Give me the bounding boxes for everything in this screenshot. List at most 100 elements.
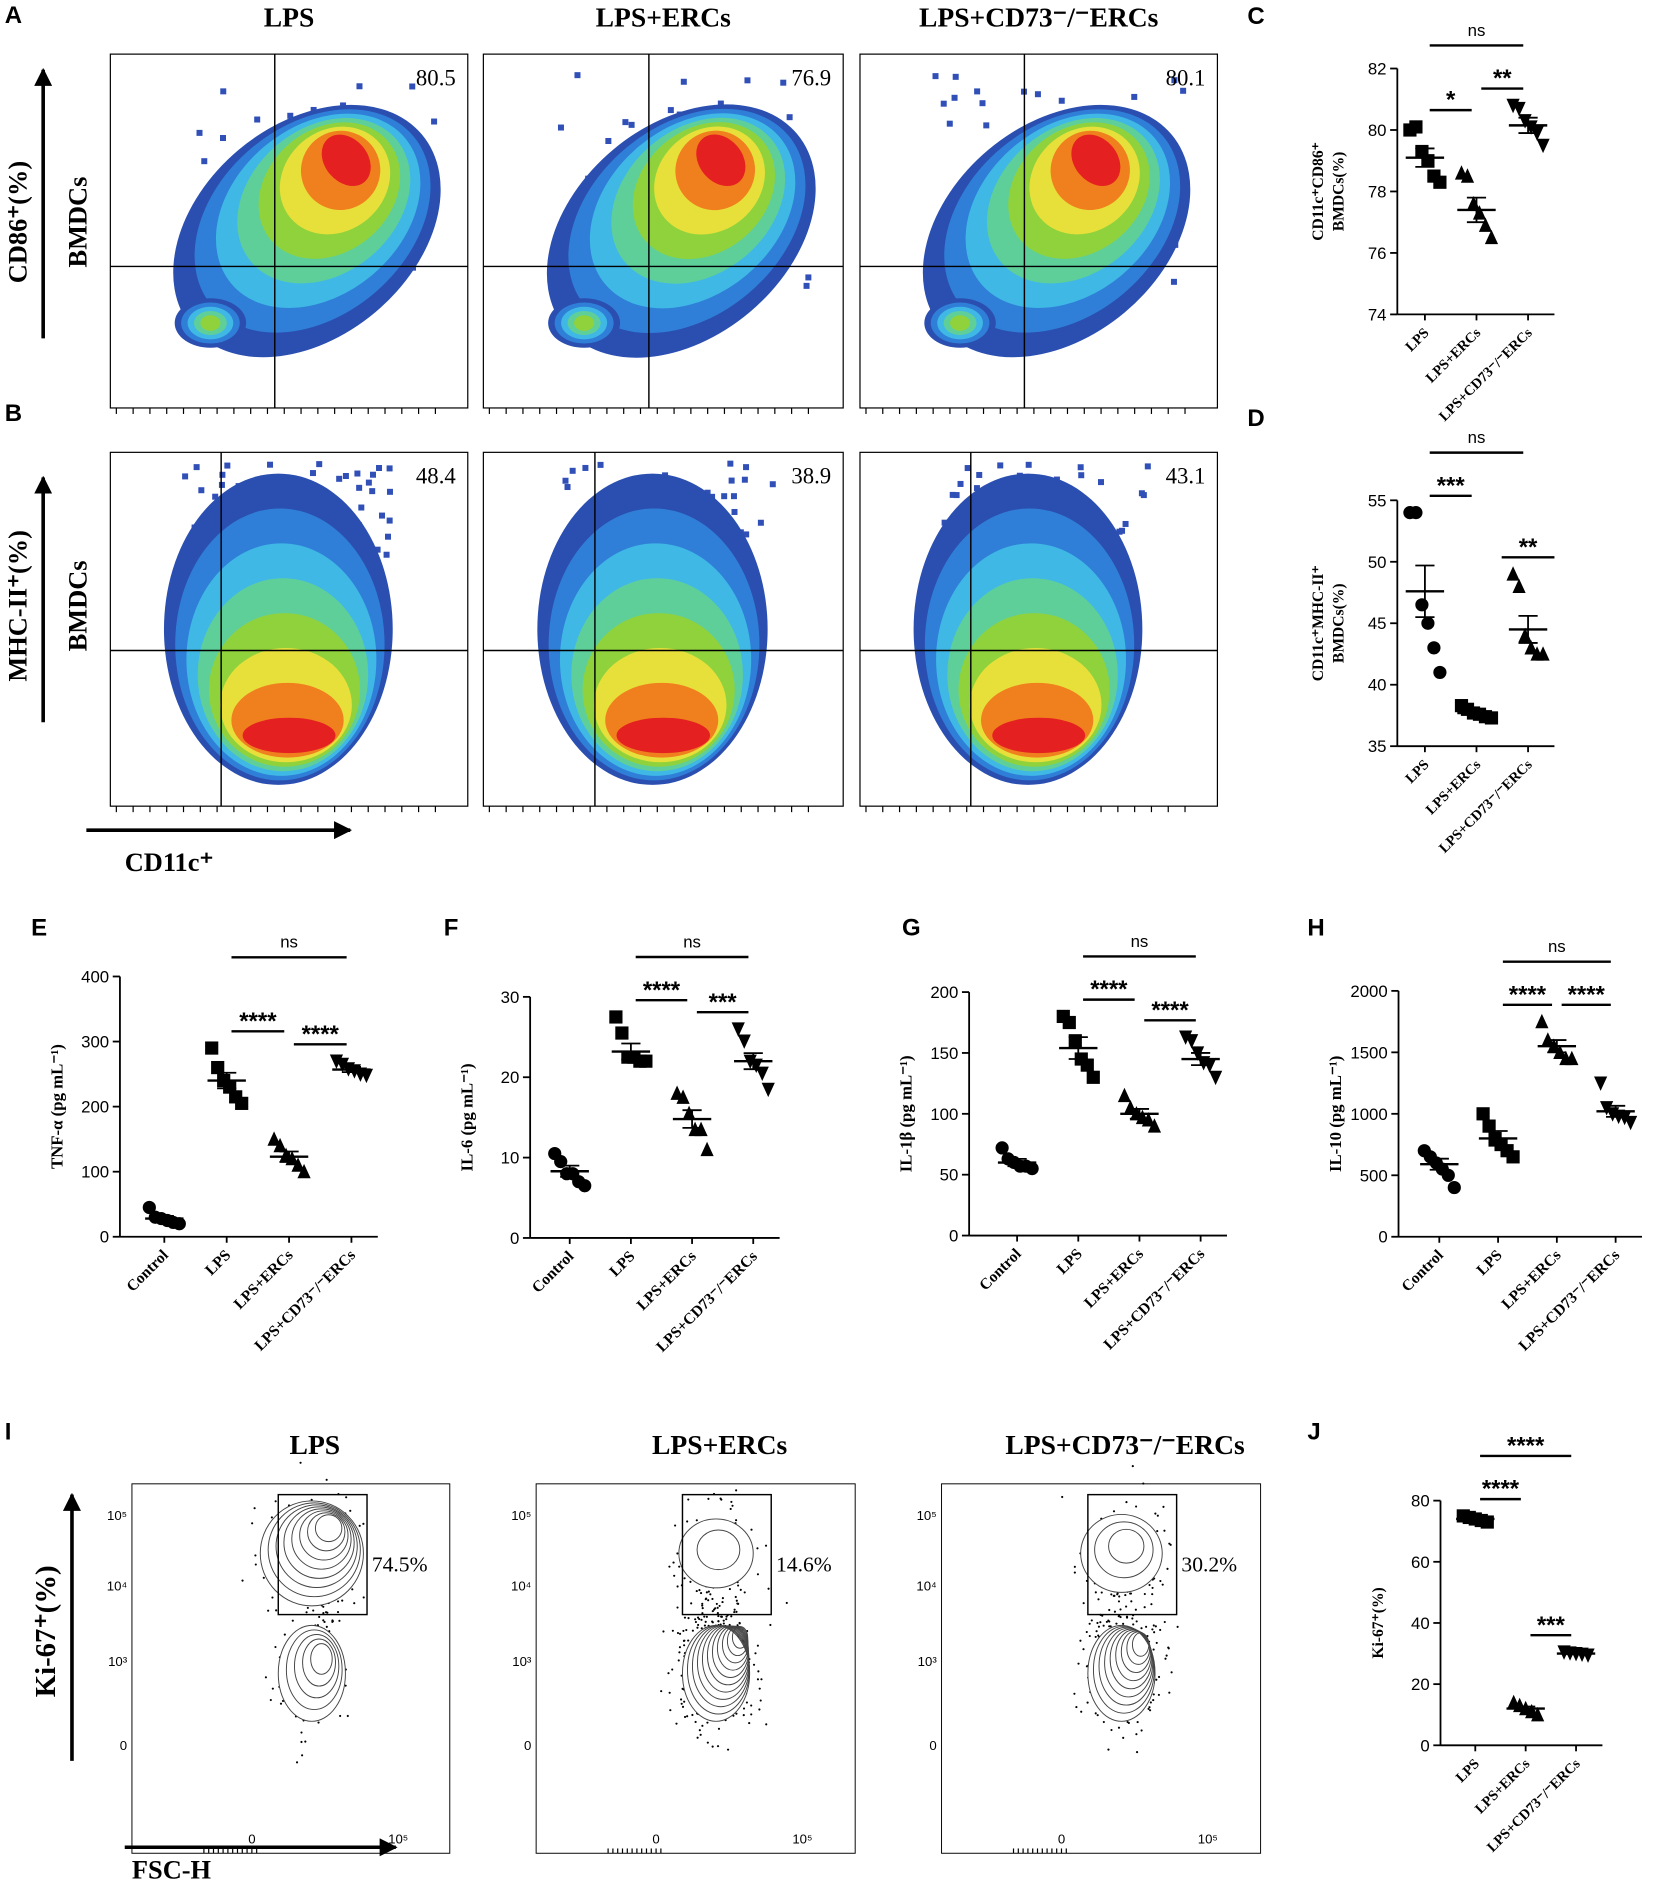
outlier-dot — [379, 512, 386, 519]
event-dot — [687, 1498, 690, 1501]
density-level — [242, 717, 336, 754]
outlier-dot — [940, 100, 947, 107]
event-dot — [1096, 1621, 1099, 1625]
significance-label: *** — [1537, 1612, 1566, 1639]
event-dot — [719, 1497, 722, 1500]
event-dot — [325, 1625, 328, 1628]
density-tail — [200, 315, 221, 331]
event-dot — [1117, 1615, 1120, 1618]
data-point — [1433, 175, 1447, 189]
y-tick-label: 10⁵ — [917, 1508, 937, 1523]
x-tick-label: LPS — [1403, 757, 1433, 787]
error-bar — [621, 1042, 641, 1061]
contour-line — [299, 1510, 349, 1561]
event-dot — [1162, 1505, 1165, 1508]
y-tick-label: 80 — [1368, 121, 1387, 140]
data-point — [1624, 1115, 1638, 1131]
event-dot — [1100, 1591, 1103, 1594]
event-dot — [331, 1619, 334, 1622]
y-tick-label: 20 — [1411, 1675, 1430, 1694]
event-dot — [758, 1708, 761, 1711]
event-dot — [1152, 1624, 1155, 1627]
event-dot — [1086, 1701, 1089, 1704]
error-bar — [1068, 1036, 1088, 1060]
event-dot — [698, 1729, 701, 1732]
event-dot — [765, 1723, 768, 1726]
data-point — [1025, 1162, 1039, 1176]
event-dot — [267, 1609, 270, 1612]
outlier-dot — [564, 484, 571, 491]
outlier-dot — [574, 72, 581, 79]
event-dot — [709, 1593, 712, 1596]
data-point — [291, 1157, 305, 1172]
event-dot — [690, 1602, 693, 1605]
event-dot — [1132, 1623, 1135, 1626]
panel-letter: H — [1307, 915, 1324, 942]
event-dot — [678, 1565, 681, 1568]
event-dot — [756, 1644, 759, 1647]
event-dot — [351, 1588, 354, 1591]
outlier-dot — [949, 491, 956, 498]
data-point — [700, 1141, 714, 1157]
event-dot — [1164, 1657, 1167, 1660]
event-dot — [700, 1627, 703, 1630]
event-dot — [687, 1617, 690, 1620]
event-dot — [1135, 1620, 1138, 1623]
event-dot — [349, 1509, 352, 1512]
event-dot — [1073, 1571, 1076, 1574]
event-dot — [274, 1500, 277, 1503]
event-dot — [1085, 1665, 1088, 1668]
outlier-dot — [198, 487, 205, 494]
significance-label: **** — [1090, 976, 1128, 1003]
event-dot — [1157, 1693, 1160, 1696]
event-dot — [714, 1607, 717, 1610]
outlier-dot — [976, 471, 983, 478]
event-dot — [283, 1633, 286, 1636]
y-tick-label: 0 — [100, 1228, 109, 1247]
error-bar — [1415, 147, 1435, 168]
event-dot — [1152, 1699, 1155, 1702]
data-point — [273, 1137, 287, 1153]
event-dot — [1156, 1529, 1159, 1533]
outlier-dot — [220, 135, 227, 142]
event-dot — [667, 1672, 670, 1675]
event-dot — [346, 1714, 349, 1718]
contour-line — [1092, 1625, 1155, 1714]
event-dot — [254, 1563, 257, 1566]
event-dot — [1152, 1648, 1155, 1651]
event-dot — [1159, 1628, 1162, 1632]
event-dot — [300, 1740, 303, 1744]
outlier-dot — [973, 485, 980, 492]
event-dot — [1152, 1693, 1155, 1696]
event-dot — [1119, 1615, 1122, 1619]
event-dot — [736, 1624, 739, 1627]
event-dot — [716, 1606, 719, 1609]
event-dot — [695, 1519, 698, 1522]
event-dot — [668, 1691, 671, 1694]
axis-label: CD11c⁺ — [125, 847, 214, 877]
contour-line — [1104, 1627, 1154, 1698]
data-point — [1478, 217, 1493, 232]
y-tick-label: 76 — [1368, 244, 1387, 263]
event-dot — [689, 1580, 692, 1583]
event-dot — [1154, 1625, 1157, 1628]
event-dot — [739, 1588, 742, 1591]
y-tick-label: 10⁵ — [107, 1508, 127, 1523]
event-dot — [676, 1631, 680, 1635]
y-tick-label: 82 — [1368, 60, 1387, 79]
outlier-dot — [1180, 87, 1187, 94]
event-dot — [1077, 1662, 1080, 1665]
quadrant-value: 76.9 — [791, 65, 831, 90]
event-dot — [323, 1620, 326, 1624]
event-dot — [701, 1607, 704, 1610]
x-tick-label: LPS — [202, 1247, 234, 1279]
event-dot — [1153, 1631, 1156, 1634]
y-tick-label: 0 — [524, 1738, 531, 1753]
event-dot — [1127, 1721, 1130, 1725]
event-dot — [694, 1620, 698, 1624]
event-dot — [683, 1715, 687, 1719]
outlier-dot — [1025, 461, 1032, 468]
outlier-dot — [386, 488, 393, 495]
event-dot — [1151, 1593, 1154, 1596]
outlier-dot — [1078, 472, 1085, 479]
